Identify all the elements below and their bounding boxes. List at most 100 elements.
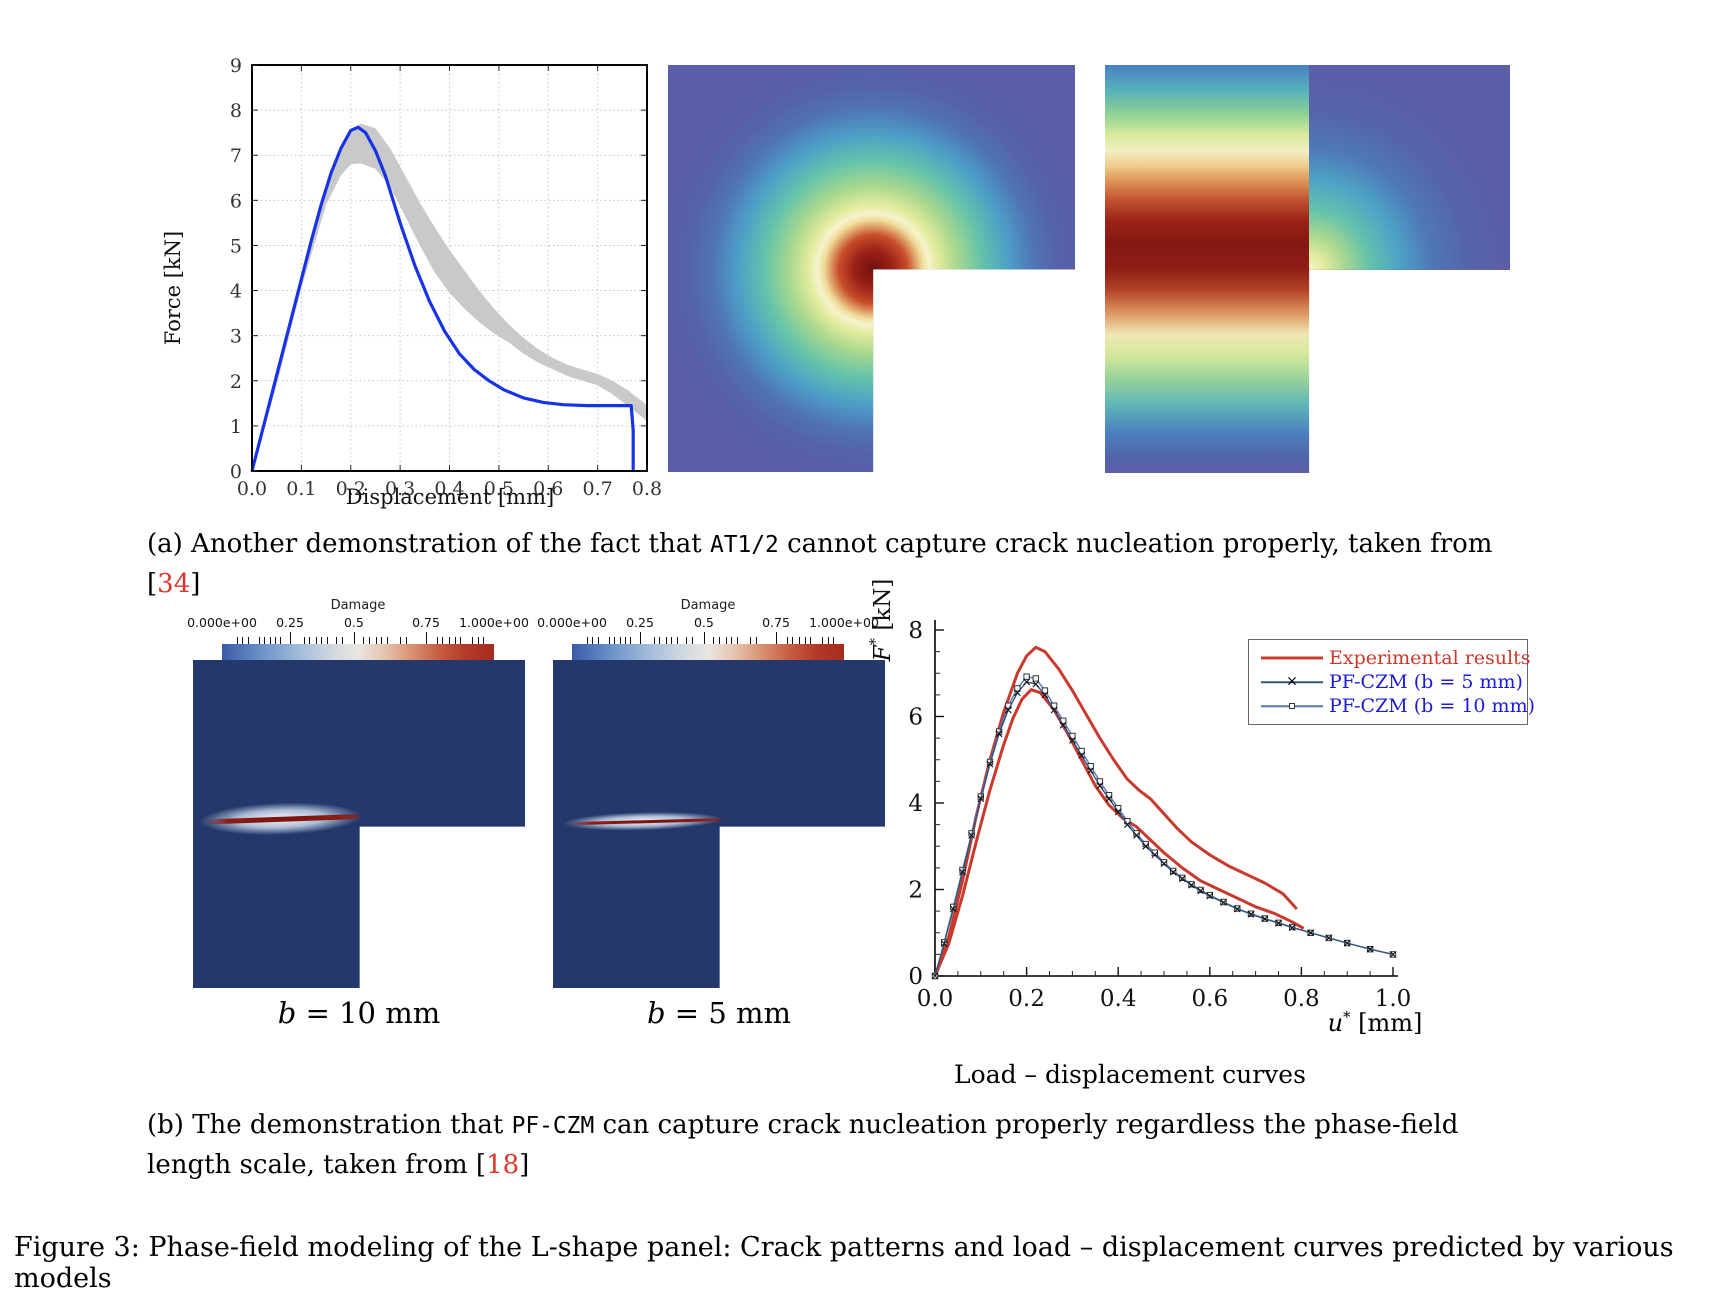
colorbar-minor-tick bbox=[833, 637, 835, 644]
colorbar-minor-tick bbox=[725, 637, 727, 644]
colorbar-minor-tick bbox=[608, 637, 610, 644]
colorbar-minor-tick bbox=[736, 637, 738, 644]
colorbar-label: 0.25 bbox=[276, 615, 304, 630]
damage-field-b10 bbox=[193, 660, 525, 988]
colorbar-minor-tick bbox=[460, 637, 461, 644]
y-tick-label: 4 bbox=[230, 281, 242, 303]
colorbar-minor-tick bbox=[436, 637, 438, 644]
colorbar-minor-tick bbox=[363, 637, 365, 644]
y-tick-label: 2 bbox=[230, 371, 242, 393]
x-tick-label: 1.0 bbox=[1375, 986, 1412, 1012]
x-markers bbox=[931, 678, 1397, 980]
colorbar-minor-tick bbox=[786, 637, 788, 644]
colorbar-label: 1.000e+00 bbox=[809, 615, 879, 630]
x-tick-label: 0.7 bbox=[583, 478, 613, 500]
colorbar-minor-tick bbox=[827, 637, 829, 644]
colorbar-minor-tick bbox=[269, 637, 271, 644]
colorbar-minor-tick bbox=[341, 637, 343, 644]
legend-line-sample bbox=[1261, 652, 1323, 664]
caption-text: (a) Another demonstration of the fact th… bbox=[147, 529, 710, 559]
y-tick-label: 8 bbox=[908, 618, 923, 644]
caption-text: 18 bbox=[486, 1150, 520, 1181]
colorbar-labels: 0.000e+00 0.25 0.5 0.75 1.000e+00 bbox=[537, 615, 879, 630]
colorbar-major-tick bbox=[776, 632, 777, 644]
legend-label: PF-CZM (b = 10 mm) bbox=[1329, 695, 1536, 717]
colorbar-minor-tick bbox=[454, 637, 456, 644]
figure-caption: Figure 3: Phase-field modeling of the L-… bbox=[14, 1232, 1674, 1290]
length-scale-symbol: b bbox=[647, 996, 666, 1030]
colorbar-minor-tick bbox=[659, 637, 661, 644]
colorbar-minor-tick bbox=[400, 637, 402, 644]
colorbar-minor-tick bbox=[592, 637, 594, 644]
y-tick-label: 4 bbox=[908, 791, 923, 817]
x-tick-label: 0.2 bbox=[336, 478, 366, 500]
xlabel-unit: [mm] bbox=[1350, 1009, 1423, 1037]
chart-a-ylabel: Force [kN] bbox=[161, 231, 185, 345]
colorbar-minor-tick bbox=[386, 637, 388, 644]
y-tick-label: 1 bbox=[230, 416, 242, 438]
legend-rows: Experimental results × PF-CZM (b = 5 mm) PF… bbox=[1249, 646, 1535, 718]
colorbar-title: Damage bbox=[680, 598, 736, 613]
legend-box: Experimental results × PF-CZM (b = 5 mm) PF… bbox=[1248, 639, 1535, 725]
legend-line-sample bbox=[1261, 700, 1323, 712]
colorbar-gradient-bar bbox=[572, 644, 844, 660]
colorbar-minor-tick bbox=[472, 637, 474, 644]
colorbar-minor-tick bbox=[671, 637, 673, 644]
x-tick-label: 0.4 bbox=[1100, 986, 1137, 1012]
phase-field-nucleation-heatmap bbox=[668, 65, 1075, 472]
colorbar-minor-tick bbox=[804, 637, 806, 644]
colorbar-ticks bbox=[572, 632, 844, 644]
square-marker-icon bbox=[1289, 703, 1295, 709]
chart-b-xlabel: u* [mm] bbox=[1240, 1008, 1510, 1037]
colorbar-minor-tick bbox=[326, 637, 328, 644]
x-marker-icon: × bbox=[1286, 673, 1298, 690]
simulation-curve bbox=[250, 125, 635, 472]
colorbar-minor-tick bbox=[665, 637, 667, 644]
colorbar-major-tick bbox=[426, 632, 427, 644]
y-tick-label: 6 bbox=[908, 705, 923, 731]
colorbar-minor-tick bbox=[614, 637, 616, 644]
length-scale-value: = 10 mm bbox=[296, 996, 441, 1030]
chart-a-xlabel: Displacement [mm] bbox=[346, 485, 554, 509]
colorbar-minor-tick bbox=[375, 637, 377, 644]
caption-text: ] bbox=[190, 569, 201, 600]
colorbar-major-tick bbox=[353, 632, 355, 644]
colorbar-label: 0.000e+00 bbox=[537, 615, 607, 630]
crack-pattern bbox=[562, 810, 723, 833]
legend-label: PF-CZM (b = 5 mm) bbox=[1329, 671, 1523, 693]
y-tick-label: 9 bbox=[230, 55, 242, 77]
colorbar-minor-tick bbox=[336, 637, 338, 644]
x-tick-label: 0.0 bbox=[917, 986, 954, 1012]
colorbar-label: 0.000e+00 bbox=[187, 615, 257, 630]
colorbar-minor-tick bbox=[718, 637, 720, 644]
x-tick-label: 0.0 bbox=[237, 478, 267, 500]
x-tick-label: 0.6 bbox=[533, 478, 563, 500]
damage-colorbar-b5: Damage 0.000e+00 0.25 0.5 0.75 1.000e+00 bbox=[537, 598, 879, 662]
legend-entry: Experimental results bbox=[1249, 646, 1531, 670]
pfczm-b5 bbox=[934, 681, 1394, 977]
xlabel-symbol: u bbox=[1327, 1009, 1344, 1037]
colorbar-minor-tick bbox=[597, 637, 599, 644]
damage-field-b5 bbox=[553, 660, 885, 988]
colorbar-minor-tick bbox=[275, 637, 277, 644]
colorbar-minor-tick bbox=[280, 637, 282, 644]
colorbar-minor-tick bbox=[810, 637, 811, 644]
colorbar-label: 0.75 bbox=[412, 615, 440, 630]
x-tick-label: 0.6 bbox=[1192, 986, 1229, 1012]
experimental-lower bbox=[933, 688, 1305, 977]
colorbar-minor-tick bbox=[750, 637, 752, 644]
colorbar-minor-tick bbox=[315, 637, 317, 644]
x-tick-label: 0.2 bbox=[1008, 986, 1045, 1012]
x-tick-label: 0.8 bbox=[632, 478, 662, 500]
colorbar-minor-tick bbox=[630, 637, 632, 644]
colorbar-minor-tick bbox=[625, 637, 627, 644]
x-tick-label: 0.5 bbox=[484, 478, 514, 500]
x-tick-label: 0.8 bbox=[1283, 986, 1320, 1012]
colorbar-major-tick bbox=[703, 632, 705, 644]
colorbar-label: 1.000e+00 bbox=[459, 615, 529, 630]
experimental-upper bbox=[933, 645, 1298, 977]
length-scale-symbol: b bbox=[277, 996, 297, 1030]
colorbar-minor-tick bbox=[713, 637, 715, 644]
x-tick-label: 0.3 bbox=[385, 478, 415, 500]
colorbar-minor-tick bbox=[691, 637, 693, 644]
